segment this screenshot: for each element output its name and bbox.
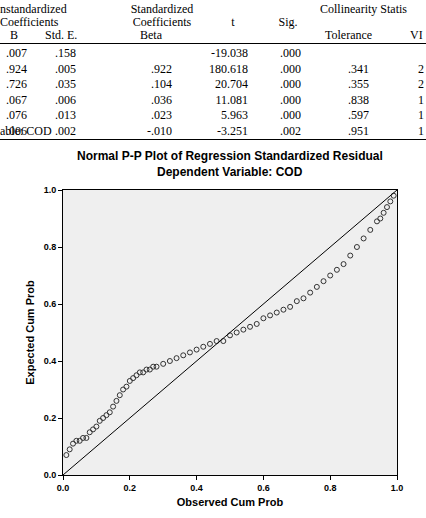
- html-text:180.618: 180.618: [209, 61, 248, 76]
- html-text:.000: .000: [280, 77, 301, 91]
- svg-text:0.8: 0.8: [324, 483, 337, 493]
- html-text:1: 1: [418, 123, 424, 138]
- html-text:.951: .951: [348, 123, 369, 138]
- svg-text:1.0: 1.0: [44, 185, 57, 195]
- svg-text:0.2: 0.2: [124, 483, 137, 493]
- html-text:.597: .597: [348, 108, 369, 122]
- svg-text:0.4: 0.4: [190, 483, 203, 493]
- html-text:.035: .035: [55, 77, 76, 91]
- html-text:Coefficients: Coefficients: [0, 15, 59, 29]
- html-text:nstandardized: nstandardized: [0, 2, 67, 16]
- html-text:.341: .341: [348, 61, 369, 76]
- svg-text:0.6: 0.6: [44, 299, 57, 309]
- svg-text:Observed Cum Prob: Observed Cum Prob: [177, 496, 284, 508]
- svg-text:0.4: 0.4: [44, 356, 57, 366]
- svg-text:1.0: 1.0: [391, 483, 404, 493]
- html-text:Collinearity Statis: Collinearity Statis: [320, 2, 407, 16]
- html-text:5.963: 5.963: [221, 108, 248, 122]
- html-text:.023: .023: [151, 108, 172, 122]
- html-text:Coefficients: Coefficients: [132, 15, 192, 29]
- html-text:.067: .067: [6, 92, 27, 107]
- html-text:VI: VI: [410, 28, 423, 42]
- svg-text:0.0: 0.0: [44, 470, 57, 480]
- html-text:Standardized: Standardized: [130, 2, 194, 16]
- html-text:.922: .922: [151, 61, 172, 76]
- html-text:.000: .000: [280, 108, 301, 122]
- html-text:.000: .000: [280, 46, 301, 60]
- html-text:able: COD: able: COD: [0, 124, 52, 138]
- html-text:.076: .076: [6, 108, 27, 122]
- html-text:Std. E.: Std. E.: [45, 28, 78, 42]
- html-text:.007: .007: [6, 46, 27, 60]
- html-text:20.704: 20.704: [215, 77, 248, 91]
- html-text:2: 2: [418, 61, 424, 76]
- html-text:1: 1: [418, 108, 424, 122]
- html-text:11.081: 11.081: [215, 92, 248, 107]
- html-text:t: t: [231, 15, 235, 29]
- html-text:1: 1: [418, 92, 424, 107]
- html-text:-3.251: -3.251: [217, 123, 248, 138]
- html-text:2: 2: [418, 77, 424, 91]
- html-text:.000: .000: [280, 92, 301, 107]
- html-text:Beta: Beta: [140, 28, 162, 42]
- html-text:-19.038: -19.038: [211, 46, 248, 60]
- html-text:.924: .924: [6, 61, 27, 76]
- html-text:Sig.: Sig.: [278, 15, 298, 29]
- html-text:.158: .158: [55, 46, 76, 60]
- html-text:.006: .006: [55, 92, 76, 107]
- html-text:.726: .726: [6, 77, 27, 91]
- html-text:.002: .002: [55, 123, 76, 138]
- html-text:.005: .005: [55, 61, 76, 76]
- html-text:.104: .104: [151, 77, 172, 91]
- svg-text:0.2: 0.2: [44, 413, 57, 423]
- html-text:-.010: -.010: [147, 123, 172, 138]
- html-text:.838: .838: [348, 92, 369, 107]
- html-text:.013: .013: [55, 108, 76, 122]
- html-text:.002: .002: [280, 123, 301, 138]
- html-text:.355: .355: [348, 77, 369, 91]
- html-text:.000: .000: [280, 61, 301, 76]
- html-text:.006: .006: [6, 123, 27, 138]
- svg-text:Expected Cum Prob: Expected Cum Prob: [24, 280, 36, 385]
- svg-text:0.6: 0.6: [257, 483, 270, 493]
- html-text:B: B: [10, 28, 18, 42]
- svg-text:Normal P-P Plot of Regression: Normal P-P Plot of Regression Standardiz…: [77, 149, 383, 163]
- svg-text:0.0: 0.0: [57, 483, 70, 493]
- html-text:.036: .036: [151, 92, 172, 107]
- html-text:Tolerance: Tolerance: [325, 28, 373, 42]
- svg-text:0.8: 0.8: [44, 242, 57, 252]
- svg-text:Dependent Variable: COD: Dependent Variable: COD: [157, 165, 303, 179]
